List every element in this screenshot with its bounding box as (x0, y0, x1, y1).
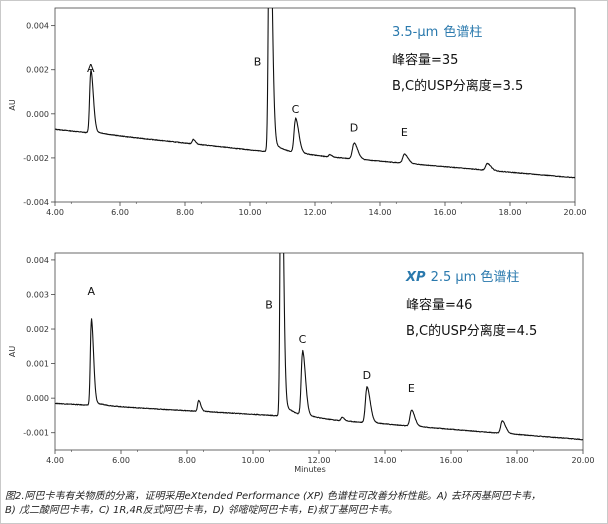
column-header-value: XP (405, 270, 426, 285)
y-axis-label: AU (8, 346, 17, 357)
x-tick-label: 6.00 (112, 456, 130, 465)
column-header-text: 色谱柱 (443, 24, 482, 40)
x-tick-label: 18.00 (506, 456, 529, 465)
figure-caption: 图2.阿巴卡韦有关物质的分离，证明采用eXtended Performance … (5, 490, 603, 518)
caption-line-1: 图2.阿巴卡韦有关物质的分离，证明采用eXtended Performance … (5, 491, 541, 502)
y-tick-label: -0.004 (23, 198, 49, 207)
chart-panel-top: -0.004 -0.002 0.000 0.002 0.004 4.00 6.00 8.00 1… (8, 7, 587, 217)
column-header-value: 3.5-µm (392, 25, 438, 40)
x-tick-label: 8.00 (176, 208, 194, 217)
peak-label-d: D (350, 121, 358, 134)
peak-label-b: B (254, 55, 262, 68)
peak-label-e: E (401, 126, 408, 139)
peak-label-a: A (87, 62, 95, 75)
y-tick-label: 0.002 (26, 325, 49, 334)
y-tick-label: 0.001 (26, 360, 49, 369)
y-tick-label: -0.002 (23, 154, 49, 163)
y-tick-label: 0.003 (26, 290, 49, 299)
peak-label-c: C (292, 103, 300, 116)
x-tick-label: 18.00 (499, 208, 522, 217)
peak-label-e: E (408, 382, 415, 395)
trace-group (55, 253, 583, 441)
y-tick-label: 0.000 (26, 394, 49, 403)
x-tick-label: 20.00 (564, 208, 587, 217)
peak-label-c: C (299, 333, 307, 346)
x-axis-label: Minutes (294, 465, 326, 474)
x-tick-label: 8.00 (178, 456, 196, 465)
y-tick-label: 0.000 (26, 110, 49, 119)
resolution-note: B,C的USP分离度=3.5 (392, 78, 523, 94)
peak-capacity-note: 峰容量=46 (406, 297, 472, 313)
x-tick-label: 12.00 (308, 456, 331, 465)
y-tick-label: -0.001 (23, 429, 49, 438)
chart-panel-bottom: -0.001 0.000 0.001 0.002 0.003 0.004 4.00 6.00 8… (8, 252, 595, 474)
caption-line-2: B) 戊二酸阿巴卡韦，C) 1R,4R反式阿巴卡韦，D) 邻嘧啶阿巴卡韦，E)叔… (5, 505, 398, 516)
peak-capacity-note: 峰容量=35 (392, 52, 458, 68)
y-tick-label: 0.004 (26, 256, 49, 265)
plot-area (54, 7, 576, 203)
x-tick-label: 4.00 (46, 456, 64, 465)
x-tick-label: 10.00 (242, 456, 265, 465)
trace-group (55, 8, 575, 179)
x-tick-label: 16.00 (440, 456, 463, 465)
x-tick-label: 6.00 (111, 208, 129, 217)
x-tick-label: 14.00 (369, 208, 392, 217)
peak-label-d: D (363, 369, 371, 382)
x-tick-label: 12.00 (304, 208, 327, 217)
y-tick-label: 0.002 (26, 66, 49, 75)
x-tick-label: 10.00 (239, 208, 262, 217)
x-tick-label: 14.00 (374, 456, 397, 465)
chromatogram-trace (55, 253, 583, 441)
peak-label-b: B (265, 298, 273, 311)
column-header: 3.5-µm 色谱柱 (392, 24, 482, 40)
x-tick-label: 4.00 (46, 208, 64, 217)
column-header-text: 2.5 µm 色谱柱 (431, 269, 520, 285)
x-tick-label: 20.00 (572, 456, 595, 465)
column-header: XP 2.5 µm 色谱柱 (405, 269, 519, 285)
y-axis-label: AU (8, 99, 17, 110)
chromatogram-trace (55, 8, 575, 179)
y-tick-label: 0.004 (26, 22, 49, 31)
peak-label-a: A (88, 285, 96, 298)
resolution-note: B,C的USP分离度=4.5 (406, 323, 537, 339)
x-tick-label: 16.00 (434, 208, 457, 217)
